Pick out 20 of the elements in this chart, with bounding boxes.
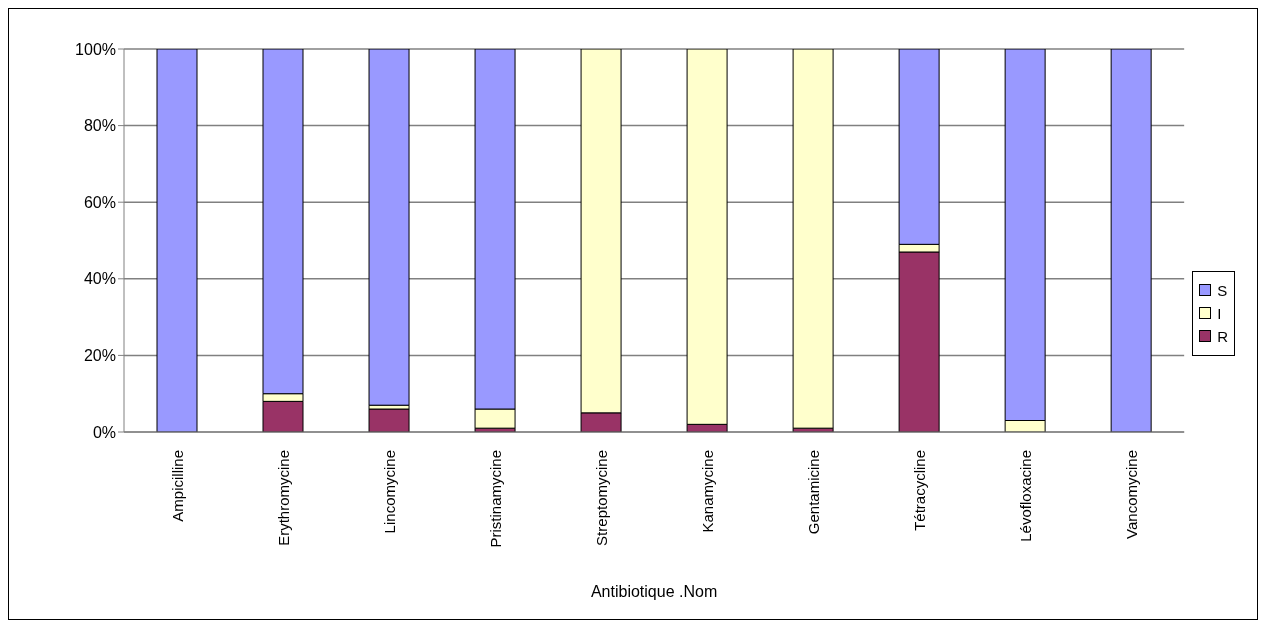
- x-axis-title: Antibiotique .Nom: [590, 583, 718, 600]
- legend-label: S: [1217, 281, 1228, 299]
- x-tick-label: Pristinamycine: [486, 450, 504, 548]
- y-tick-label: 20%: [83, 347, 116, 365]
- y-tick-label: 100%: [75, 40, 116, 58]
- y-tick-label: 80%: [83, 117, 116, 135]
- x-tick-label: Kanamycine: [698, 450, 716, 533]
- x-tick-label: Streptomycine: [592, 450, 610, 546]
- legend-label: I: [1217, 304, 1222, 322]
- x-tick-label: Tétracycline: [910, 450, 928, 531]
- x-tick-label: Erythromycine: [274, 450, 292, 546]
- y-tick-label: 60%: [83, 193, 116, 211]
- x-tick-label: Ampicilline: [168, 450, 186, 522]
- x-tick-label: Lévofloxacine: [1016, 450, 1034, 542]
- y-tick-label: 40%: [83, 270, 116, 288]
- x-tick-label: Lincomycine: [380, 450, 398, 534]
- x-tick-label: Vancomycine: [1122, 450, 1140, 539]
- y-tick-label: 0%: [92, 423, 116, 441]
- legend-label: R: [1217, 327, 1228, 345]
- x-tick-label: Gentamicine: [804, 450, 822, 535]
